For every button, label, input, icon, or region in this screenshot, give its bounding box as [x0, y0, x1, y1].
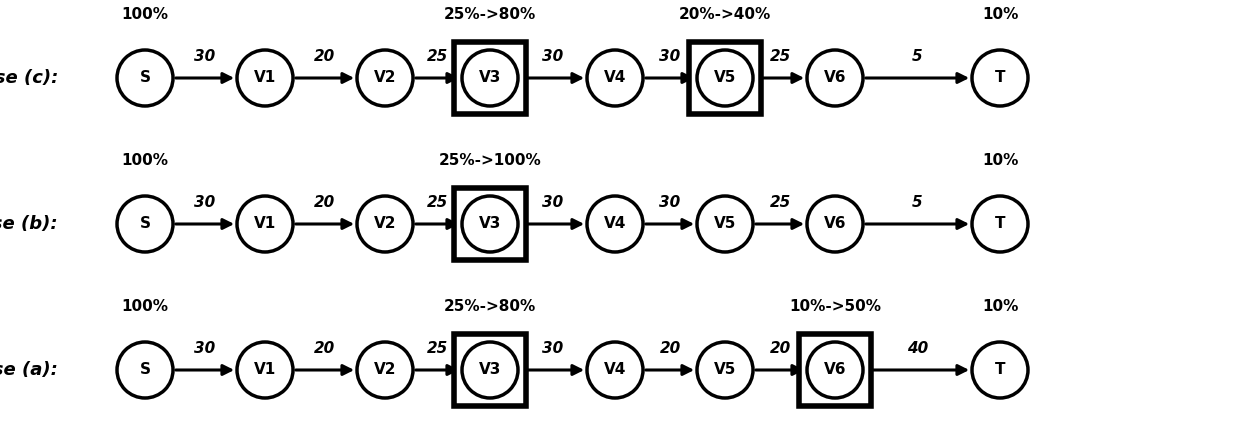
Ellipse shape: [117, 342, 174, 398]
Ellipse shape: [807, 50, 863, 106]
Text: 20: 20: [315, 49, 336, 64]
Text: V1: V1: [254, 216, 277, 232]
Ellipse shape: [117, 196, 174, 252]
Bar: [799, 334, 870, 406]
Text: case (b):: case (b):: [0, 215, 58, 233]
Text: 20: 20: [315, 195, 336, 210]
Text: 25: 25: [427, 341, 448, 356]
Text: 25%->80%: 25%->80%: [444, 299, 536, 314]
Text: V6: V6: [823, 216, 846, 232]
Text: 25: 25: [769, 195, 791, 210]
Text: S: S: [139, 71, 150, 85]
Bar: [689, 42, 761, 114]
Text: 40: 40: [906, 341, 928, 356]
Ellipse shape: [697, 196, 753, 252]
Ellipse shape: [972, 342, 1028, 398]
Text: T: T: [994, 363, 1006, 378]
Text: 25: 25: [427, 195, 448, 210]
Text: 30: 30: [195, 341, 216, 356]
Bar: [454, 188, 526, 260]
Ellipse shape: [972, 196, 1028, 252]
Text: 100%: 100%: [122, 7, 169, 22]
Text: T: T: [994, 216, 1006, 232]
Text: 30: 30: [660, 195, 681, 210]
Bar: [454, 334, 526, 406]
Ellipse shape: [972, 50, 1028, 106]
Text: S: S: [139, 363, 150, 378]
Text: case (c):: case (c):: [0, 69, 58, 87]
Ellipse shape: [587, 342, 644, 398]
Ellipse shape: [587, 50, 644, 106]
Ellipse shape: [357, 342, 413, 398]
Text: V4: V4: [604, 363, 626, 378]
Ellipse shape: [463, 196, 518, 252]
Text: 30: 30: [542, 49, 563, 64]
Text: 20: 20: [769, 341, 791, 356]
Text: 10%: 10%: [982, 299, 1018, 314]
Ellipse shape: [463, 50, 518, 106]
Ellipse shape: [117, 50, 174, 106]
Ellipse shape: [237, 196, 293, 252]
Text: 30: 30: [542, 341, 563, 356]
Text: V3: V3: [479, 363, 501, 378]
Text: 30: 30: [660, 49, 681, 64]
Text: 20%->40%: 20%->40%: [678, 7, 771, 22]
Bar: [454, 42, 526, 114]
Text: 5: 5: [913, 49, 923, 64]
Text: 10%: 10%: [982, 153, 1018, 168]
Text: 5: 5: [913, 195, 923, 210]
Text: 20: 20: [315, 341, 336, 356]
Text: V6: V6: [823, 71, 846, 85]
Text: V1: V1: [254, 363, 277, 378]
Text: 20: 20: [660, 341, 681, 356]
Text: V4: V4: [604, 71, 626, 85]
Ellipse shape: [807, 342, 863, 398]
Text: 30: 30: [542, 195, 563, 210]
Text: 10%: 10%: [982, 7, 1018, 22]
Ellipse shape: [357, 50, 413, 106]
Text: 25: 25: [427, 49, 448, 64]
Text: T: T: [994, 71, 1006, 85]
Text: 100%: 100%: [122, 153, 169, 168]
Ellipse shape: [237, 50, 293, 106]
Text: 25: 25: [769, 49, 791, 64]
Text: 30: 30: [195, 195, 216, 210]
Text: V2: V2: [373, 216, 397, 232]
Ellipse shape: [587, 196, 644, 252]
Text: V5: V5: [714, 71, 737, 85]
Text: V3: V3: [479, 216, 501, 232]
Text: V2: V2: [373, 71, 397, 85]
Ellipse shape: [237, 342, 293, 398]
Text: S: S: [139, 216, 150, 232]
Text: V1: V1: [254, 71, 277, 85]
Text: V5: V5: [714, 216, 737, 232]
Text: case (a):: case (a):: [0, 361, 58, 379]
Ellipse shape: [697, 342, 753, 398]
Text: V4: V4: [604, 216, 626, 232]
Text: V2: V2: [373, 363, 397, 378]
Text: 10%->50%: 10%->50%: [789, 299, 880, 314]
Ellipse shape: [357, 196, 413, 252]
Text: V6: V6: [823, 363, 846, 378]
Ellipse shape: [807, 196, 863, 252]
Text: V5: V5: [714, 363, 737, 378]
Ellipse shape: [463, 342, 518, 398]
Text: V3: V3: [479, 71, 501, 85]
Text: 25%->100%: 25%->100%: [439, 153, 542, 168]
Ellipse shape: [697, 50, 753, 106]
Text: 30: 30: [195, 49, 216, 64]
Text: 25%->80%: 25%->80%: [444, 7, 536, 22]
Text: 100%: 100%: [122, 299, 169, 314]
